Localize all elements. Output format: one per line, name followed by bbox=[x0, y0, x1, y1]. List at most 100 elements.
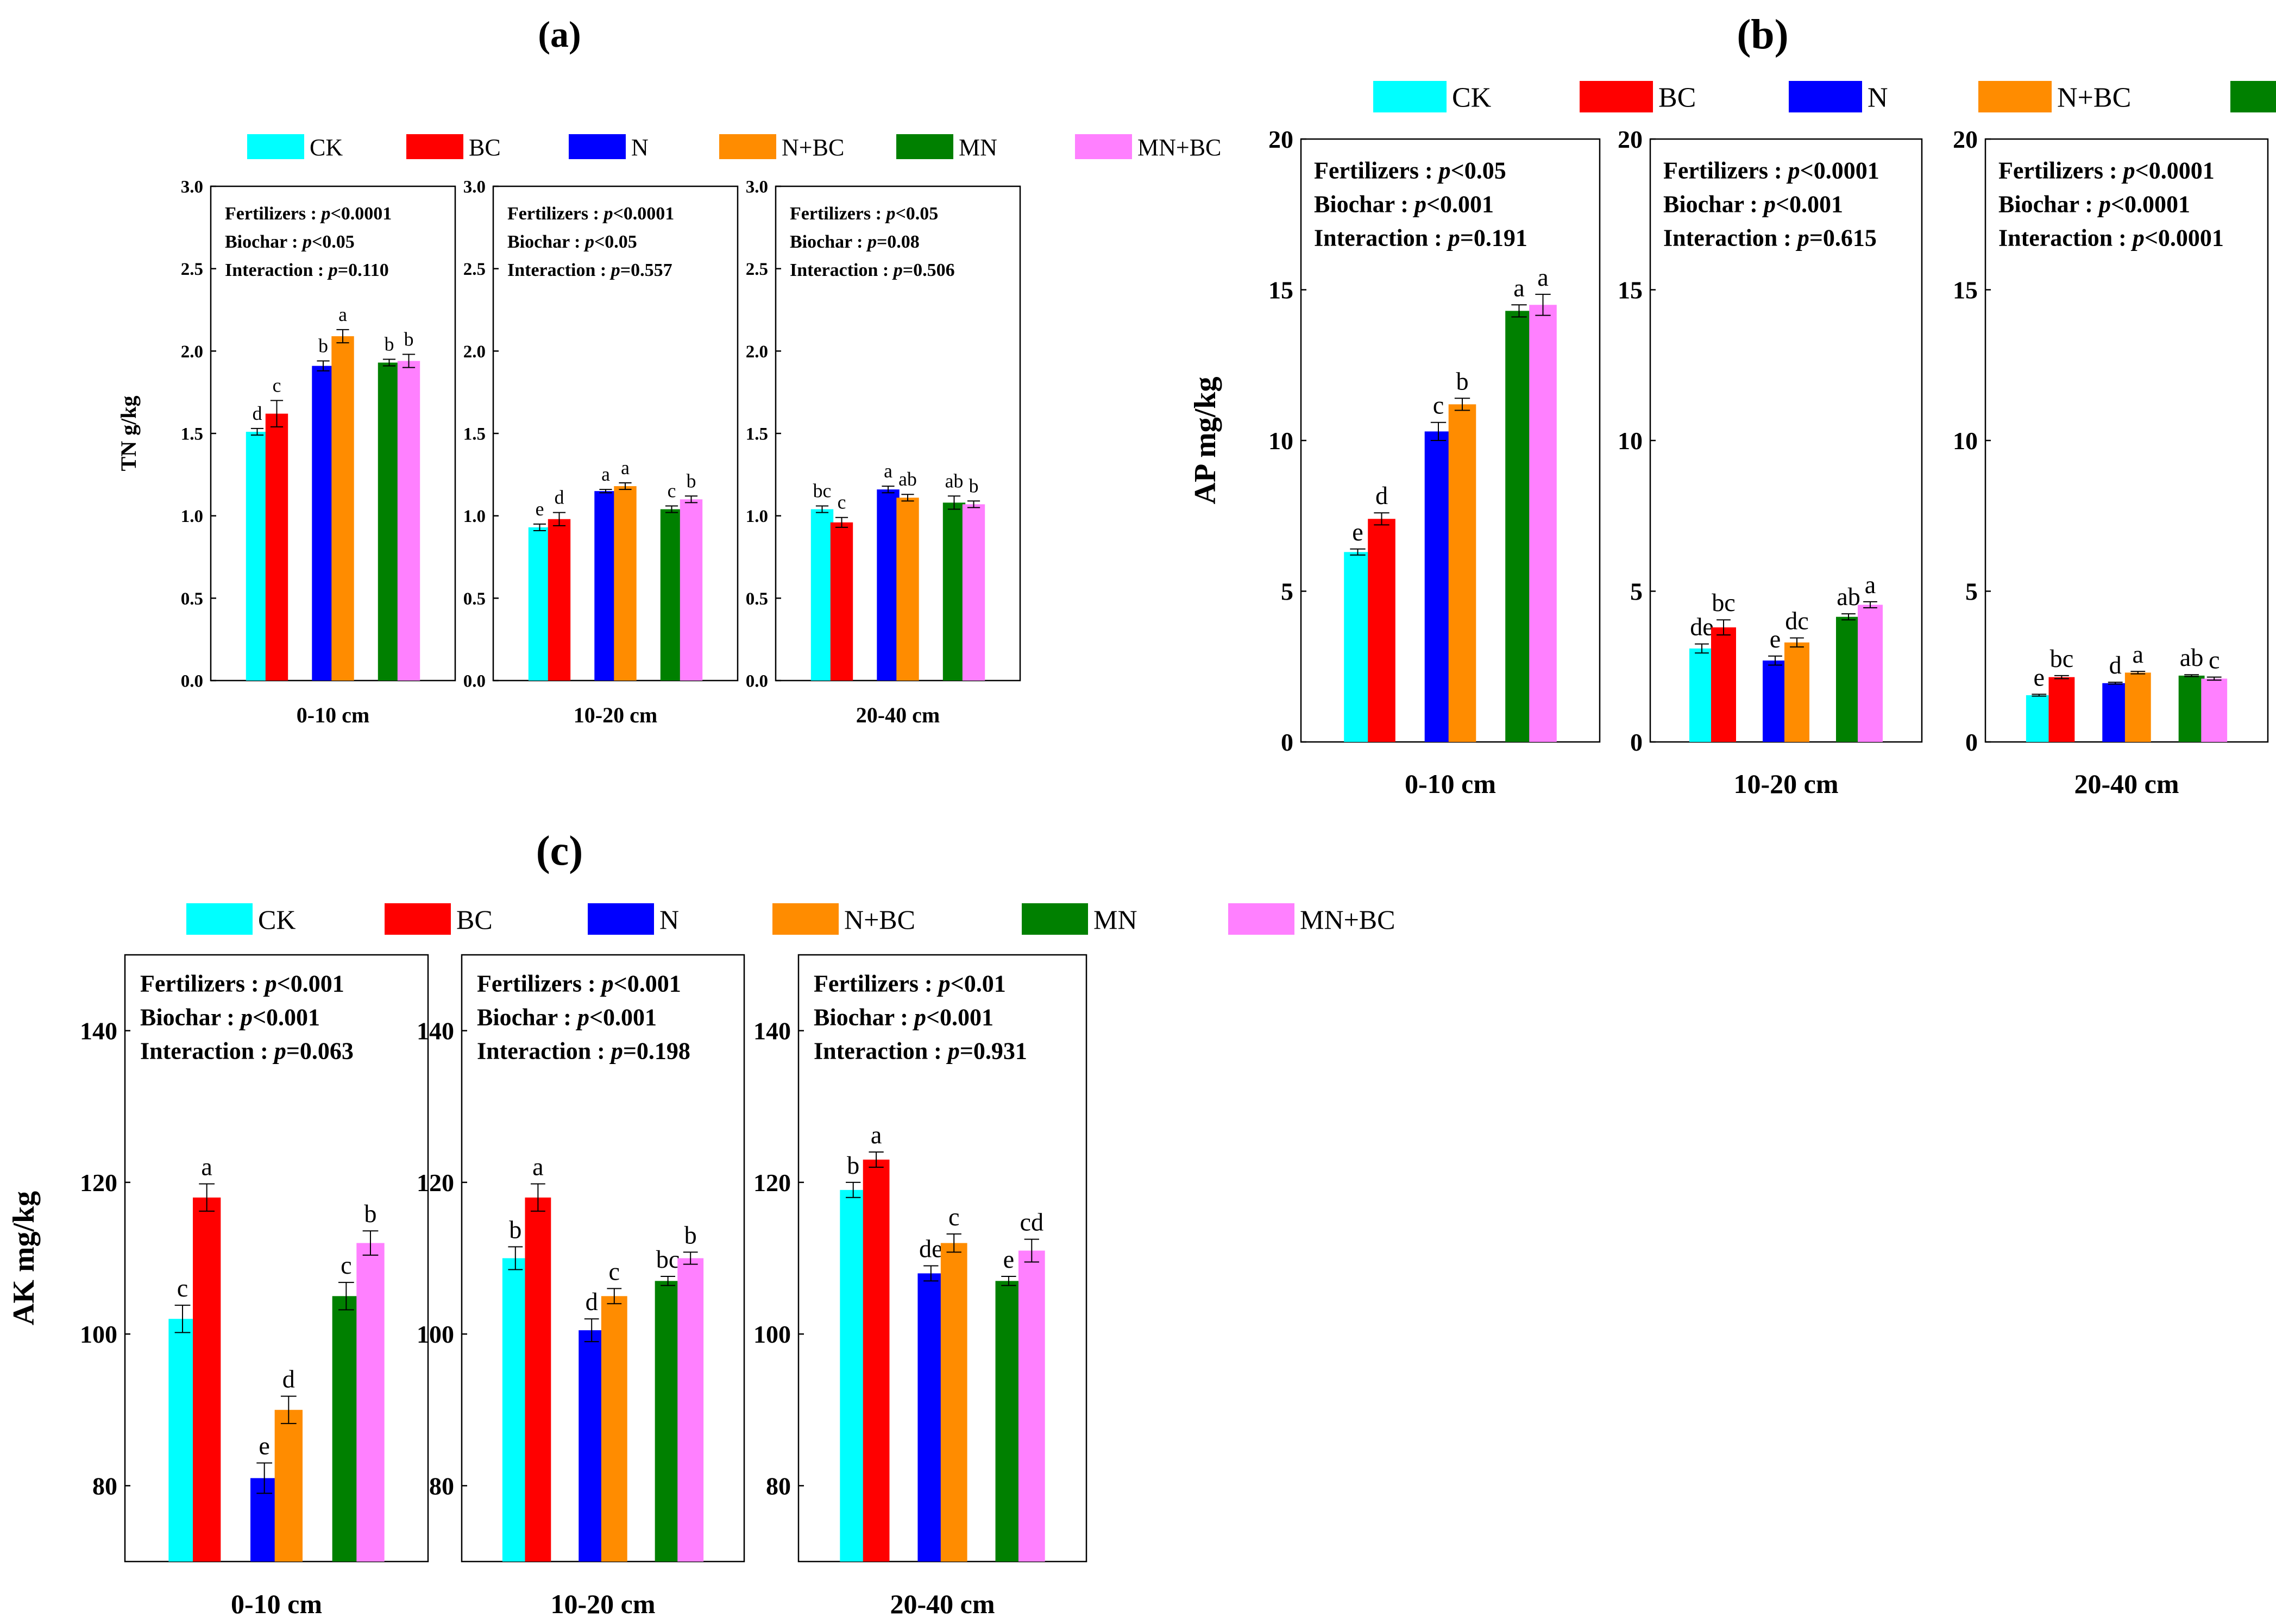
significance-letter: ab bbox=[2180, 644, 2204, 671]
significance-letter: c bbox=[177, 1274, 188, 1302]
y-tick-label: 140 bbox=[80, 1017, 117, 1045]
significance-letter: a bbox=[601, 463, 610, 485]
stat-annotation: Fertilizers : p<0.01 bbox=[814, 970, 1006, 997]
legend-swatch bbox=[1075, 134, 1132, 159]
bar-n-plus-bc bbox=[2124, 672, 2151, 742]
y-tick-label: 0 bbox=[1630, 728, 1643, 756]
y-tick-label: 5 bbox=[1281, 578, 1293, 606]
y-tick-label: 0.0 bbox=[463, 672, 486, 691]
x-axis-label: 0-10 cm bbox=[231, 1589, 322, 1619]
stat-annotation: Interaction : p=0.506 bbox=[790, 260, 955, 280]
stat-annotation: Fertilizers : p<0.05 bbox=[1314, 157, 1506, 184]
x-axis-label: 20-40 cm bbox=[856, 703, 940, 727]
bar-mn bbox=[942, 502, 966, 681]
stat-annotation: Interaction : p<0.0001 bbox=[1998, 224, 2224, 251]
legend-swatch bbox=[1789, 81, 1862, 112]
y-tick-label: 5 bbox=[1965, 578, 1978, 606]
significance-letter: bc bbox=[2050, 645, 2074, 672]
legend-label: N bbox=[659, 904, 679, 935]
y-tick-label: 2.0 bbox=[746, 342, 768, 362]
y-tick-label: 3.0 bbox=[181, 178, 203, 197]
significance-letter: c bbox=[609, 1257, 620, 1285]
bar-n-plus-bc bbox=[601, 1296, 627, 1562]
legend-swatch bbox=[2230, 81, 2276, 112]
significance-letter: b bbox=[318, 335, 328, 357]
subplot-10-20-cm: 80 100 120 140 Fertilizers : p<0.001 Biochar … bbox=[417, 954, 745, 1619]
bar-bc bbox=[863, 1159, 890, 1562]
subplot-10-20-cm: 0.0 0.5 1.0 1.5 2.0 2.5 3.0 Fertilizers : p<0.0… bbox=[463, 178, 739, 727]
legend-label: MN bbox=[959, 134, 997, 161]
bar-bc bbox=[2048, 677, 2075, 742]
significance-letter: b bbox=[1456, 367, 1468, 395]
stat-annotation: Fertilizers : p<0.0001 bbox=[225, 204, 392, 224]
legend-item-n-plus-bc: N+BC bbox=[1978, 81, 2131, 114]
significance-letter: b bbox=[509, 1216, 521, 1244]
y-tick-label: 120 bbox=[753, 1169, 791, 1197]
y-tick-label: 1.0 bbox=[746, 507, 768, 526]
y-tick-label: 140 bbox=[417, 1017, 454, 1045]
stat-annotation: Interaction : p=0.063 bbox=[140, 1037, 354, 1064]
significance-letter: c bbox=[2209, 646, 2220, 674]
bar-mn-plus-bc bbox=[2201, 678, 2228, 742]
y-tick-label: 2.0 bbox=[181, 342, 203, 362]
panel-a-tn-chart: (a) CK BC N N+BC MN MN+BC TN g/kg 0.0 0.5 1.0 1.5 2.… bbox=[116, 14, 1221, 727]
y-tick-label: 100 bbox=[753, 1320, 791, 1348]
legend-label: CK bbox=[1452, 83, 1492, 114]
significance-letter: e bbox=[536, 498, 544, 520]
y-tick-label: 1.5 bbox=[463, 425, 486, 444]
significance-letter: b bbox=[687, 470, 696, 492]
stat-annotation: Fertilizers : p<0.0001 bbox=[507, 204, 674, 224]
bar-mn-plus-bc bbox=[1018, 1250, 1045, 1562]
legend-item-n: N bbox=[588, 903, 679, 935]
y-tick-label: 0.5 bbox=[463, 589, 486, 609]
subplot-20-40-cm: 80 100 120 140 Fertilizers : p<0.01 Biochar :… bbox=[753, 954, 1087, 1619]
bar-bc bbox=[192, 1197, 221, 1562]
bar-ck bbox=[168, 1319, 197, 1562]
significance-letter: e bbox=[2034, 663, 2045, 691]
significance-letter: c bbox=[948, 1203, 960, 1231]
bar-n bbox=[877, 489, 900, 681]
bar-mn bbox=[1836, 616, 1861, 742]
y-tick-label: 1.5 bbox=[181, 425, 203, 444]
bar-n-plus-bc bbox=[274, 1409, 303, 1562]
bar-ck bbox=[246, 431, 269, 681]
y-tick-label: 120 bbox=[80, 1169, 117, 1197]
legend-label: N+BC bbox=[844, 904, 915, 935]
significance-letter: de bbox=[919, 1235, 943, 1262]
bar-n bbox=[917, 1273, 945, 1562]
x-axis-label: 20-40 cm bbox=[2074, 769, 2179, 799]
legend-label: CK bbox=[258, 904, 295, 935]
significance-letter: e bbox=[1770, 625, 1781, 653]
legend-item-ck: CK bbox=[247, 134, 343, 161]
significance-letter: dc bbox=[1785, 607, 1809, 635]
significance-letter: b bbox=[847, 1151, 859, 1179]
legend-item-mn: MN bbox=[896, 134, 997, 161]
y-tick-label: 80 bbox=[766, 1472, 791, 1500]
significance-letter: a bbox=[2133, 640, 2144, 668]
significance-letter: c bbox=[668, 480, 676, 501]
legend-swatch bbox=[719, 134, 776, 159]
y-tick-label: 15 bbox=[1618, 276, 1643, 304]
stat-annotation: Interaction : p=0.110 bbox=[225, 260, 389, 280]
y-tick-label: 3.0 bbox=[463, 178, 486, 197]
bar-ck bbox=[2026, 695, 2052, 742]
y-tick-label: 100 bbox=[417, 1320, 454, 1348]
bar-mn bbox=[332, 1296, 361, 1562]
significance-letter: a bbox=[1865, 571, 1876, 599]
stat-annotation: Fertilizers : p<0.05 bbox=[790, 204, 938, 224]
significance-letter: bc bbox=[813, 480, 832, 501]
y-axis-label: AK mg/kg bbox=[7, 1191, 41, 1325]
significance-letter: e bbox=[1352, 518, 1363, 546]
stat-annotation: Biochar : p<0.0001 bbox=[1998, 191, 2190, 217]
stat-annotation: Fertilizers : p<0.001 bbox=[140, 970, 344, 997]
legend-item-n: N bbox=[569, 134, 649, 161]
x-axis-label: 0-10 cm bbox=[297, 703, 369, 727]
legend-item-bc: BC bbox=[1580, 81, 1696, 114]
subplot-0-10-cm: 0.0 0.5 1.0 1.5 2.0 2.5 3.0 Fertilizers : p<0.0… bbox=[181, 178, 456, 727]
legend-swatch bbox=[896, 134, 953, 159]
bar-ck bbox=[840, 1189, 867, 1562]
y-tick-label: 5 bbox=[1630, 578, 1643, 606]
significance-letter: a bbox=[1537, 263, 1549, 291]
significance-letter: ab bbox=[945, 470, 964, 492]
